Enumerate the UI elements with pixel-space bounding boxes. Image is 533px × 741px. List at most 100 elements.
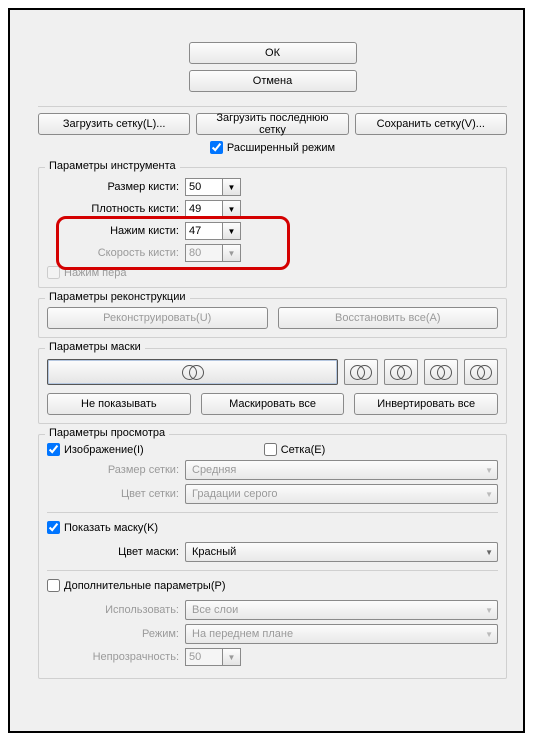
dialog-frame: ОК Отмена Загрузить сетку(L)... Загрузит…	[8, 8, 525, 733]
save-grid-button[interactable]: Сохранить сетку(V)...	[355, 113, 507, 135]
brush-density-input[interactable]: ▼	[185, 200, 241, 218]
mask-invert-button[interactable]: Инвертировать все	[354, 393, 498, 415]
tool-params-legend: Параметры инструмента	[45, 160, 180, 172]
grid-color-select: Градации серого ▼	[185, 484, 498, 504]
view-checks-row: Изображение(I) Сетка(E)	[47, 443, 498, 456]
mask-color-label: Цвет маски:	[47, 546, 185, 558]
mask-color-row: Цвет маски: Красный ▼	[47, 542, 498, 562]
use-row: Использовать: Все слои ▼	[47, 600, 498, 620]
additional-params-checkbox[interactable]: Дополнительные параметры(P)	[47, 579, 225, 592]
dialog-action-buttons: ОК Отмена	[38, 42, 507, 98]
mask-fieldset: Параметры маски Не показывать Маскироват…	[38, 348, 507, 424]
chevron-down-icon: ▼	[485, 606, 493, 615]
brush-speed-field	[185, 244, 223, 262]
grid-size-label: Размер сетки:	[47, 464, 185, 476]
mask-hide-button[interactable]: Не показывать	[47, 393, 191, 415]
mask-color-select[interactable]: Красный ▼	[185, 542, 498, 562]
brush-speed-row: Скорость кисти: ▼	[47, 244, 498, 262]
grid-buttons-row: Загрузить сетку(L)... Загрузить последню…	[38, 113, 507, 135]
brush-density-row: Плотность кисти: ▼	[47, 200, 498, 218]
advanced-mode-label: Расширенный режим	[227, 142, 335, 154]
show-mask-label: Показать маску(K)	[64, 522, 158, 534]
brush-size-field[interactable]	[185, 178, 223, 196]
mask-overlap-icon	[182, 363, 204, 381]
grid-size-row: Размер сетки: Средняя ▼	[47, 460, 498, 480]
grid-color-value: Градации серого	[192, 488, 278, 500]
chevron-down-icon[interactable]: ▼	[223, 178, 241, 196]
mask-mode-1-button[interactable]	[47, 359, 338, 385]
chevron-down-icon: ▼	[485, 630, 493, 639]
brush-size-label: Размер кисти:	[47, 181, 185, 193]
additional-params-label: Дополнительные параметры(P)	[64, 580, 225, 592]
brush-density-label: Плотность кисти:	[47, 203, 185, 215]
brush-pressure-input[interactable]: ▼	[185, 222, 241, 240]
divider	[47, 570, 498, 571]
chevron-down-icon: ▼	[485, 490, 493, 499]
advanced-mode-checkbox[interactable]: Расширенный режим	[210, 141, 335, 154]
ok-button[interactable]: ОК	[189, 42, 357, 64]
grid-size-value: Средняя	[192, 464, 236, 476]
dialog-content: ОК Отмена Загрузить сетку(L)... Загрузит…	[24, 34, 521, 729]
divider	[38, 106, 507, 107]
pen-pressure-label: Нажим пера	[64, 267, 127, 279]
opacity-label: Непрозрачность:	[47, 651, 185, 663]
advanced-mode-row: Расширенный режим	[38, 141, 507, 157]
mask-all-button[interactable]: Маскировать все	[201, 393, 345, 415]
tool-params-fieldset: Параметры инструмента Размер кисти: ▼ Пл…	[38, 167, 507, 288]
view-fieldset: Параметры просмотра Изображение(I) Сетка…	[38, 434, 507, 679]
mask-mode-icons	[47, 359, 498, 385]
use-value: Все слои	[192, 604, 238, 616]
mask-mode-2-button[interactable]	[344, 359, 378, 385]
brush-pressure-field[interactable]	[185, 222, 223, 240]
grid-size-select: Средняя ▼	[185, 460, 498, 480]
mask-mode-3-button[interactable]	[384, 359, 418, 385]
brush-pressure-row: Нажим кисти: ▼	[47, 222, 498, 240]
mask-overlap-icon	[430, 363, 452, 381]
chevron-down-icon: ▼	[485, 548, 493, 557]
mask-legend: Параметры маски	[45, 341, 145, 353]
grid-check-label: Сетка(E)	[281, 444, 326, 456]
mask-action-buttons: Не показывать Маскировать все Инвертиров…	[47, 393, 498, 415]
restore-all-button[interactable]: Восстановить все(A)	[278, 307, 499, 329]
mask-mode-4-button[interactable]	[424, 359, 458, 385]
brush-density-field[interactable]	[185, 200, 223, 218]
chevron-down-icon: ▼	[223, 244, 241, 262]
chevron-down-icon[interactable]: ▼	[223, 222, 241, 240]
image-check-label: Изображение(I)	[64, 444, 144, 456]
mask-overlap-icon	[470, 363, 492, 381]
grid-checkbox[interactable]: Сетка(E)	[264, 443, 326, 456]
mask-overlap-icon	[350, 363, 372, 381]
show-mask-input[interactable]	[47, 521, 60, 534]
mode-value: На переднем плане	[192, 628, 293, 640]
chevron-down-icon[interactable]: ▼	[223, 200, 241, 218]
use-select: Все слои ▼	[185, 600, 498, 620]
brush-pressure-label: Нажим кисти:	[47, 225, 185, 237]
brush-size-row: Размер кисти: ▼	[47, 178, 498, 196]
chevron-down-icon: ▼	[485, 466, 493, 475]
mask-mode-5-button[interactable]	[464, 359, 498, 385]
brush-speed-input: ▼	[185, 244, 241, 262]
opacity-input: ▼	[185, 648, 241, 666]
mode-select: На переднем плане ▼	[185, 624, 498, 644]
reconstruction-buttons: Реконструировать(U) Восстановить все(A)	[47, 307, 498, 329]
view-legend: Параметры просмотра	[45, 427, 169, 439]
use-label: Использовать:	[47, 604, 185, 616]
grid-check-input[interactable]	[264, 443, 277, 456]
image-check-input[interactable]	[47, 443, 60, 456]
brush-speed-label: Скорость кисти:	[47, 247, 185, 259]
show-mask-checkbox[interactable]: Показать маску(K)	[47, 521, 158, 534]
cancel-button[interactable]: Отмена	[189, 70, 357, 92]
additional-params-input[interactable]	[47, 579, 60, 592]
image-checkbox[interactable]: Изображение(I)	[47, 443, 144, 456]
mask-overlap-icon	[390, 363, 412, 381]
chevron-down-icon: ▼	[223, 648, 241, 666]
opacity-row: Непрозрачность: ▼	[47, 648, 498, 666]
divider	[47, 512, 498, 513]
load-last-grid-button[interactable]: Загрузить последнюю сетку	[196, 113, 348, 135]
load-grid-button[interactable]: Загрузить сетку(L)...	[38, 113, 190, 135]
brush-size-input[interactable]: ▼	[185, 178, 241, 196]
grid-color-row: Цвет сетки: Градации серого▼	[47, 484, 498, 504]
reconstruct-button[interactable]: Реконструировать(U)	[47, 307, 268, 329]
advanced-mode-input[interactable]	[210, 141, 223, 154]
mask-color-value: Красный	[192, 546, 236, 558]
